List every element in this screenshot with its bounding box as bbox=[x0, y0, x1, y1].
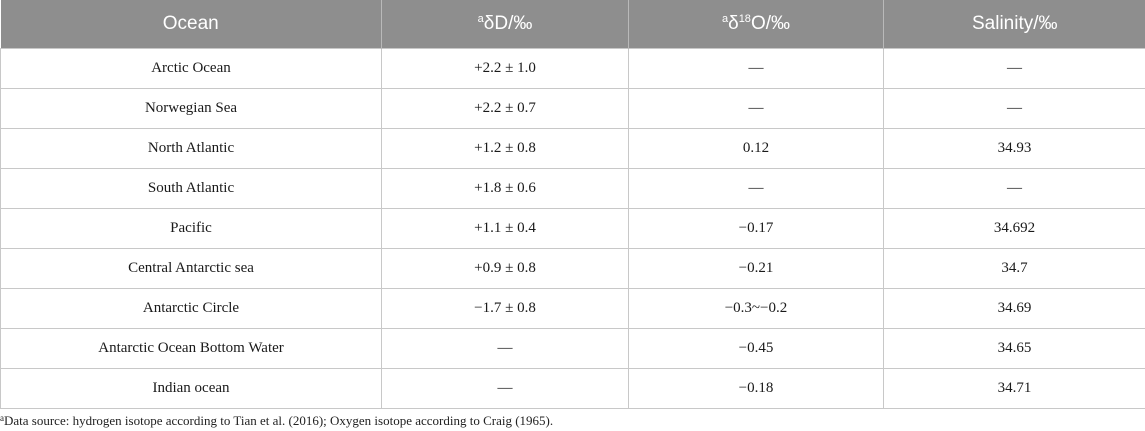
header-salinity: Salinity/‰ bbox=[883, 0, 1145, 49]
table-row: South Atlantic +1.8 ± 0.6— — bbox=[0, 168, 1145, 209]
cell-delta-18o: −0.45 bbox=[628, 328, 884, 369]
cell-ocean: Antarctic Circle bbox=[0, 288, 382, 329]
cell-delta-d: +1.1 ± 0.4 bbox=[381, 208, 629, 249]
cell-salinity: 34.692 bbox=[883, 208, 1145, 249]
header-delta-18o: aδ18O/‰ bbox=[628, 0, 884, 49]
cell-delta-d: −1.7 ± 0.8 bbox=[381, 288, 629, 329]
cell-delta-d: +1.8 ± 0.6 bbox=[381, 168, 629, 209]
table-body: Arctic Ocean +2.2 ± 1.0— — Norwegian Sea +2.… bbox=[0, 48, 1145, 409]
footnote-text: Data source: hydrogen isotope according … bbox=[4, 413, 554, 428]
cell-ocean: North Atlantic bbox=[0, 128, 382, 169]
table-row: North Atlantic +1.2 ± 0.8 0.12 34.93 bbox=[0, 128, 1145, 169]
header-delta-d: aδD/‰ bbox=[381, 0, 629, 49]
cell-delta-18o: −0.21 bbox=[628, 248, 884, 289]
cell-ocean: Central Antarctic sea bbox=[0, 248, 382, 289]
cell-delta-18o: −0.3~−0.2 bbox=[628, 288, 884, 329]
table-footnote: aData source: hydrogen isotope according… bbox=[0, 413, 553, 429]
table-row: Pacific +1.1 ± 0.4 −0.17 34.692 bbox=[0, 208, 1145, 249]
cell-delta-18o: — bbox=[628, 168, 884, 209]
header-delta-18o-isotope-number: 18 bbox=[738, 13, 751, 25]
cell-delta-18o: −0.18 bbox=[628, 368, 884, 409]
header-salinity-label: Salinity/‰ bbox=[971, 13, 1058, 34]
cell-delta-18o: 0.12 bbox=[628, 128, 884, 169]
cell-ocean: Norwegian Sea bbox=[0, 88, 382, 129]
cell-delta-18o: −0.17 bbox=[628, 208, 884, 249]
footnote-marker: a bbox=[0, 413, 4, 423]
cell-delta-18o: — bbox=[628, 48, 884, 89]
table-header: Ocean aδD/‰ aδ18O/‰ Salinity/‰ bbox=[0, 0, 1145, 49]
header-delta-d-label: δD/‰ bbox=[483, 13, 533, 34]
cell-delta-d: +0.9 ± 0.8 bbox=[381, 248, 629, 289]
cell-salinity: 34.93 bbox=[883, 128, 1145, 169]
table-row: Antarctic Ocean Bottom Water — −0.45 34.65 bbox=[0, 328, 1145, 369]
cell-delta-d: +2.2 ± 1.0 bbox=[381, 48, 629, 89]
cell-delta-d: +1.2 ± 0.8 bbox=[381, 128, 629, 169]
cell-delta-d: +2.2 ± 0.7 bbox=[381, 88, 629, 129]
header-delta-18o-prefix: δ bbox=[728, 13, 739, 34]
cell-ocean: Pacific bbox=[0, 208, 382, 249]
cell-delta-d: — bbox=[381, 368, 629, 409]
header-delta-18o-suffix: O/‰ bbox=[750, 13, 790, 34]
cell-salinity: 34.7 bbox=[883, 248, 1145, 289]
cell-salinity: — bbox=[883, 168, 1145, 209]
cell-salinity: 34.65 bbox=[883, 328, 1145, 369]
header-delta-18o-footnote-marker: a bbox=[721, 13, 729, 25]
cell-salinity: 34.71 bbox=[883, 368, 1145, 409]
cell-salinity: — bbox=[883, 48, 1145, 89]
header-ocean-label: Ocean bbox=[162, 13, 219, 34]
cell-salinity: 34.69 bbox=[883, 288, 1145, 329]
table-row: Antarctic Circle −1.7 ± 0.8 −0.3~−0.2 34.69 bbox=[0, 288, 1145, 329]
cell-ocean: Indian ocean bbox=[0, 368, 382, 409]
cell-ocean: Antarctic Ocean Bottom Water bbox=[0, 328, 382, 369]
cell-delta-18o: — bbox=[628, 88, 884, 129]
cell-salinity: — bbox=[883, 88, 1145, 129]
table-row: Central Antarctic sea +0.9 ± 0.8 −0.21 34.7 bbox=[0, 248, 1145, 289]
cell-ocean: Arctic Ocean bbox=[0, 48, 382, 89]
table-row: Norwegian Sea +2.2 ± 0.7— — bbox=[0, 88, 1145, 129]
header-delta-d-footnote-marker: a bbox=[477, 13, 484, 25]
table-row: Arctic Ocean +2.2 ± 1.0— — bbox=[0, 48, 1145, 89]
cell-delta-d: — bbox=[381, 328, 629, 369]
cell-ocean: South Atlantic bbox=[0, 168, 382, 209]
header-row: Ocean aδD/‰ aδ18O/‰ Salinity/‰ bbox=[0, 0, 1145, 49]
header-ocean: Ocean bbox=[0, 0, 382, 49]
table-row: Indian ocean — −0.18 34.71 bbox=[0, 368, 1145, 409]
isotope-data-table: Ocean aδD/‰ aδ18O/‰ Salinity/‰ Arctic Oc… bbox=[0, 0, 1145, 409]
